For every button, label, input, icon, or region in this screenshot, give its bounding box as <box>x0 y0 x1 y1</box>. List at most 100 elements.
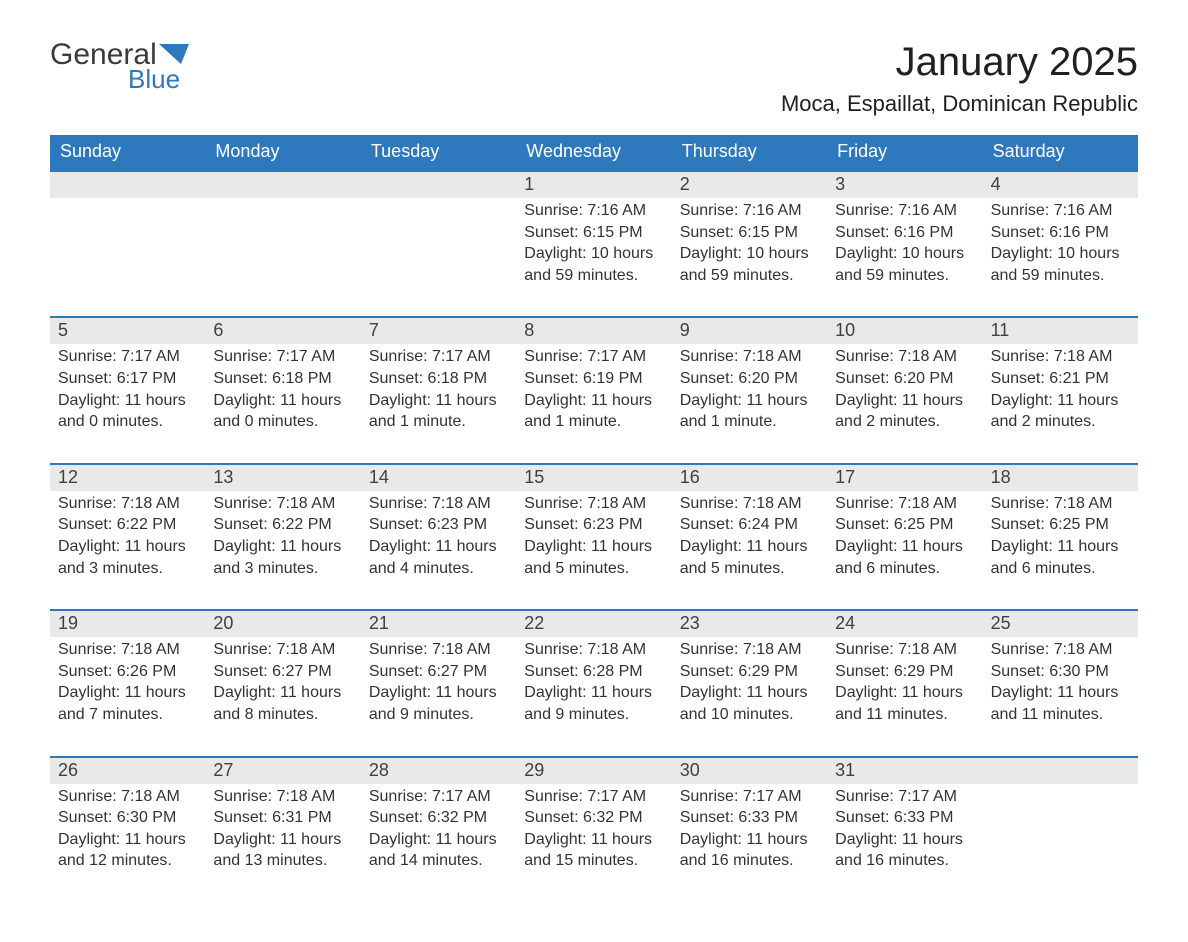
daylight-text: Daylight: 11 hours and 1 minute. <box>369 390 508 433</box>
day-number: 30 <box>672 756 827 784</box>
sunrise-text: Sunrise: 7:18 AM <box>58 493 197 515</box>
week-3-content-row: Sunrise: 7:18 AMSunset: 6:26 PMDaylight:… <box>50 637 1138 755</box>
sunrise-text: Sunrise: 7:16 AM <box>991 200 1130 222</box>
week-4-content-row: Sunrise: 7:18 AMSunset: 6:30 PMDaylight:… <box>50 784 1138 902</box>
daylight-text: Daylight: 11 hours and 16 minutes. <box>835 829 974 872</box>
day-content: Sunrise: 7:18 AMSunset: 6:25 PMDaylight:… <box>827 491 982 609</box>
day-number: 18 <box>983 463 1138 491</box>
day-header-sunday: Sunday <box>50 135 205 170</box>
sunset-text: Sunset: 6:32 PM <box>369 807 508 829</box>
daylight-text: Daylight: 11 hours and 9 minutes. <box>524 682 663 725</box>
day-content: Sunrise: 7:18 AMSunset: 6:25 PMDaylight:… <box>983 491 1138 609</box>
daylight-text: Daylight: 11 hours and 7 minutes. <box>58 682 197 725</box>
daylight-text: Daylight: 10 hours and 59 minutes. <box>524 243 663 286</box>
daylight-text: Daylight: 11 hours and 5 minutes. <box>680 536 819 579</box>
day-content: Sunrise: 7:16 AMSunset: 6:16 PMDaylight:… <box>983 198 1138 316</box>
day-content <box>205 198 360 316</box>
sunset-text: Sunset: 6:16 PM <box>835 222 974 244</box>
title-block: January 2025 Moca, Espaillat, Dominican … <box>781 40 1138 117</box>
sunset-text: Sunset: 6:16 PM <box>991 222 1130 244</box>
day-content: Sunrise: 7:18 AMSunset: 6:20 PMDaylight:… <box>672 344 827 462</box>
day-number: 25 <box>983 609 1138 637</box>
day-number: 17 <box>827 463 982 491</box>
week-0-content-row: Sunrise: 7:16 AM Sunset: 6:15 PM Daylight:… <box>50 198 1138 316</box>
sunset-text: Sunset: 6:18 PM <box>213 368 352 390</box>
sunset-text: Sunset: 6:27 PM <box>213 661 352 683</box>
sunrise-text: Sunrise: 7:16 AM <box>524 200 663 222</box>
sunset-text: Sunset: 6:23 PM <box>369 514 508 536</box>
day-content: Sunrise: 7:18 AMSunset: 6:22 PMDaylight:… <box>50 491 205 609</box>
calendar-grid: SundayMondayTuesdayWednesdayThursdayFrid… <box>50 135 1138 902</box>
sunset-text: Sunset: 6:31 PM <box>213 807 352 829</box>
day-content: Sunrise: 7:17 AMSunset: 6:18 PMDaylight:… <box>361 344 516 462</box>
sunrise-text: Sunrise: 7:16 AM <box>835 200 974 222</box>
daylight-text: Daylight: 11 hours and 5 minutes. <box>524 536 663 579</box>
sunrise-text: Sunrise: 7:18 AM <box>213 493 352 515</box>
logo: General Blue <box>50 40 199 92</box>
sunset-text: Sunset: 6:20 PM <box>680 368 819 390</box>
page-header: General Blue January 2025 Moca, Espailla… <box>50 40 1138 117</box>
day-content: Sunrise: 7:16 AMSunset: 6:15 PMDaylight:… <box>672 198 827 316</box>
sunrise-text: Sunrise: 7:18 AM <box>991 346 1130 368</box>
sunset-text: Sunset: 6:21 PM <box>991 368 1130 390</box>
flag-shape <box>159 44 189 64</box>
daylight-text: Daylight: 11 hours and 16 minutes. <box>680 829 819 872</box>
sunset-text: Sunset: 6:23 PM <box>524 514 663 536</box>
day-content: Sunrise: 7:18 AMSunset: 6:26 PMDaylight:… <box>50 637 205 755</box>
week-3-daynum-row: 19202122232425 <box>50 609 1138 637</box>
day-number <box>983 756 1138 784</box>
day-number: 8 <box>516 316 671 344</box>
day-number <box>50 170 205 198</box>
day-content: Sunrise: 7:18 AMSunset: 6:21 PMDaylight:… <box>983 344 1138 462</box>
weeks-container: 1234Sunrise: 7:16 AMSunset: 6:15 PMDayli… <box>50 170 1138 902</box>
day-content: Sunrise: 7:18 AMSunset: 6:23 PMDaylight:… <box>361 491 516 609</box>
sunset-text: Sunset: 6:29 PM <box>680 661 819 683</box>
day-content: Sunrise: 7:17 AMSunset: 6:33 PMDaylight:… <box>672 784 827 902</box>
day-content: Sunrise: 7:16 AMSunset: 6:16 PMDaylight:… <box>827 198 982 316</box>
daylight-text: Daylight: 11 hours and 11 minutes. <box>991 682 1130 725</box>
day-header-row: SundayMondayTuesdayWednesdayThursdayFrid… <box>50 135 1138 170</box>
daylight-text: Daylight: 11 hours and 0 minutes. <box>58 390 197 433</box>
daylight-text: Daylight: 11 hours and 6 minutes. <box>991 536 1130 579</box>
sunset-text: Sunset: 6:15 PM <box>680 222 819 244</box>
sunrise-text: Sunrise: 7:18 AM <box>680 639 819 661</box>
daylight-text: Daylight: 11 hours and 8 minutes. <box>213 682 352 725</box>
daylight-text: Daylight: 11 hours and 4 minutes. <box>369 536 508 579</box>
sunset-text: Sunset: 6:18 PM <box>369 368 508 390</box>
sunrise-text: Sunrise: 7:18 AM <box>524 493 663 515</box>
day-content <box>50 198 205 316</box>
daylight-text: Daylight: 11 hours and 0 minutes. <box>213 390 352 433</box>
sunrise-text: Sunrise: 7:17 AM <box>369 346 508 368</box>
day-content: Sunrise: 7:18 AMSunset: 6:27 PMDaylight:… <box>205 637 360 755</box>
day-header-monday: Monday <box>205 135 360 170</box>
day-number: 27 <box>205 756 360 784</box>
day-header-friday: Friday <box>827 135 982 170</box>
calendar-page: General Blue January 2025 Moca, Espailla… <box>0 0 1188 942</box>
day-number: 6 <box>205 316 360 344</box>
day-number: 19 <box>50 609 205 637</box>
sunset-text: Sunset: 6:30 PM <box>991 661 1130 683</box>
day-number: 3 <box>827 170 982 198</box>
day-number: 24 <box>827 609 982 637</box>
sunset-text: Sunset: 6:20 PM <box>835 368 974 390</box>
day-content: Sunrise: 7:18 AMSunset: 6:28 PMDaylight:… <box>516 637 671 755</box>
day-number: 31 <box>827 756 982 784</box>
day-content <box>983 784 1138 902</box>
day-content: Sunrise: 7:17 AMSunset: 6:18 PMDaylight:… <box>205 344 360 462</box>
sunset-text: Sunset: 6:27 PM <box>369 661 508 683</box>
day-number: 10 <box>827 316 982 344</box>
day-number: 20 <box>205 609 360 637</box>
day-content: Sunrise: 7:17 AMSunset: 6:32 PMDaylight:… <box>361 784 516 902</box>
sunrise-text: Sunrise: 7:17 AM <box>680 786 819 808</box>
sunset-text: Sunset: 6:25 PM <box>835 514 974 536</box>
sunset-text: Sunset: 6:30 PM <box>58 807 197 829</box>
day-number: 29 <box>516 756 671 784</box>
sunrise-text: Sunrise: 7:17 AM <box>524 346 663 368</box>
sunrise-text: Sunrise: 7:17 AM <box>524 786 663 808</box>
sunrise-text: Sunrise: 7:18 AM <box>369 493 508 515</box>
daylight-text: Daylight: 11 hours and 15 minutes. <box>524 829 663 872</box>
day-number: 5 <box>50 316 205 344</box>
sunrise-text: Sunrise: 7:18 AM <box>213 639 352 661</box>
sunrise-text: Sunrise: 7:18 AM <box>835 346 974 368</box>
week-2-daynum-row: 12131415161718 <box>50 463 1138 491</box>
